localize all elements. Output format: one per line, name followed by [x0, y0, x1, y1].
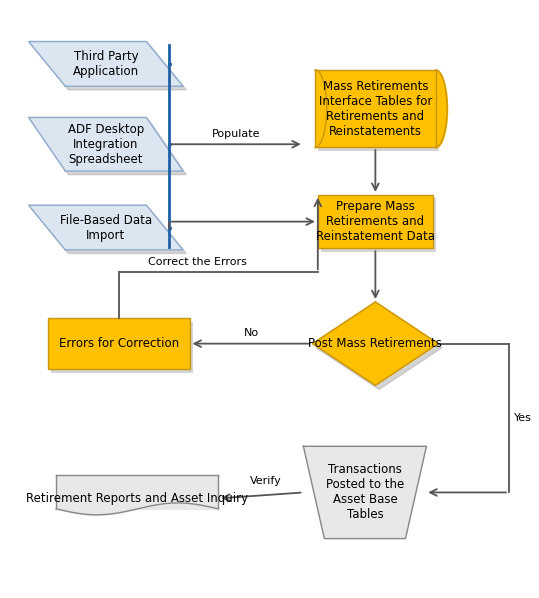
Text: Retirement Reports and Asset Inquiry: Retirement Reports and Asset Inquiry	[26, 492, 248, 505]
Text: Populate: Populate	[212, 129, 260, 139]
Text: Third Party
Application: Third Party Application	[73, 50, 139, 78]
Text: Prepare Mass
Retirements and
Reinstatement Data: Prepare Mass Retirements and Reinstateme…	[316, 200, 435, 243]
Text: Errors for Correction: Errors for Correction	[59, 337, 179, 350]
Polygon shape	[313, 302, 438, 385]
Text: Post Mass Retirements: Post Mass Retirements	[308, 337, 443, 350]
Text: Correct the Errors: Correct the Errors	[148, 257, 247, 267]
Bar	[321, 199, 436, 252]
Text: Yes: Yes	[514, 413, 532, 423]
Polygon shape	[32, 121, 186, 175]
Text: Verify: Verify	[250, 475, 282, 486]
Bar	[318, 195, 433, 248]
Polygon shape	[29, 205, 183, 250]
Polygon shape	[32, 209, 186, 254]
Polygon shape	[29, 117, 183, 171]
Text: File-Based Data
Import: File-Based Data Import	[60, 213, 152, 242]
Bar	[56, 475, 218, 509]
Text: Mass Retirements
Interface Tables for
Retirements and
Reinstatements: Mass Retirements Interface Tables for Re…	[319, 80, 432, 138]
Text: No: No	[244, 328, 259, 338]
Polygon shape	[32, 45, 186, 90]
Polygon shape	[316, 306, 442, 389]
Bar	[315, 70, 436, 147]
Polygon shape	[303, 446, 426, 539]
Text: ADF Desktop
Integration
Spreadsheet: ADF Desktop Integration Spreadsheet	[68, 123, 144, 166]
Bar	[49, 318, 190, 369]
Polygon shape	[29, 42, 183, 86]
Bar	[319, 74, 439, 151]
Bar	[51, 322, 193, 373]
Text: Transactions
Posted to the
Asset Base
Tables: Transactions Posted to the Asset Base Ta…	[326, 463, 404, 521]
